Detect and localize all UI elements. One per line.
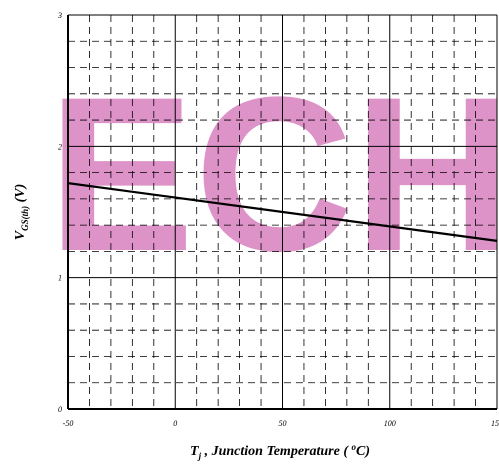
x-tick-label: 150 <box>491 419 499 428</box>
x-tick-label: 0 <box>173 419 177 428</box>
x-label-unit: C) <box>356 444 370 459</box>
x-label-main: T <box>190 444 200 459</box>
x-tick-label: -50 <box>63 419 74 428</box>
x-tick-label: 50 <box>279 419 287 428</box>
y-tick-label: 0 <box>58 405 62 414</box>
y-tick-label: 3 <box>57 11 62 20</box>
data-line <box>67 182 498 242</box>
y-tick-label: 1 <box>58 274 62 283</box>
x-label: Tj , Junction Temperature ( oC) <box>190 442 370 461</box>
x-label-sup: o <box>351 442 356 452</box>
x-label-sub: j <box>197 451 202 461</box>
y-label-unit: (V) <box>13 184 28 206</box>
y-label-main: V <box>13 229 28 240</box>
y-label: VGS(th) (V) <box>13 184 30 241</box>
watermark: ECH <box>48 51 499 297</box>
y-label-sub: GS(th) <box>20 206 30 231</box>
y-tick-label: 2 <box>58 142 62 151</box>
x-tick-label: 100 <box>384 419 396 428</box>
x-label-text: , Junction Temperature ( <box>201 444 351 459</box>
